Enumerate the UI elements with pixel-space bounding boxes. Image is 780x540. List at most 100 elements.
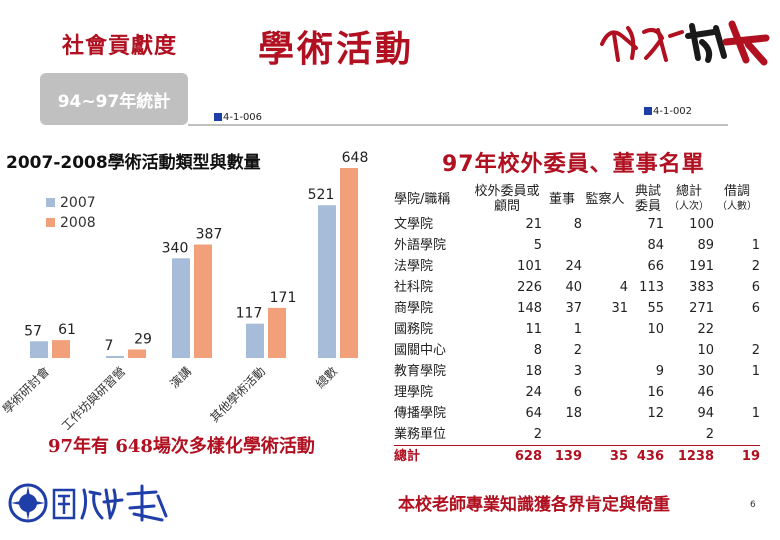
cell-supervisor: 35 (582, 445, 628, 467)
bar (30, 341, 48, 358)
cell-exam: 113 (639, 280, 664, 295)
cell-total: 383 (689, 280, 714, 295)
cell-exam: 84 (647, 238, 664, 253)
cell-exam: 10 (647, 322, 664, 337)
bar (268, 307, 286, 358)
cell-supervisor (582, 256, 628, 277)
cell-external: 21 (525, 217, 542, 232)
cell-dept: 業務單位 (394, 427, 447, 442)
table-row: 國關中心 8 2 10 2 (394, 340, 760, 361)
cell-supervisor (582, 403, 628, 424)
table-row: 外語學院 5 84 89 1 (394, 235, 760, 256)
page-title: 學術活動 (258, 29, 415, 70)
column-header-total: 總計 （人次） (669, 184, 709, 212)
cell-exam: 9 (655, 364, 664, 379)
cell-total: 2 (705, 427, 714, 442)
cell-director (542, 424, 582, 446)
header-subtitle: 社會貢獻度 (62, 34, 178, 59)
cell-external: 11 (525, 322, 542, 337)
cell-external: 8 (533, 343, 542, 358)
cell-supervisor (582, 319, 628, 340)
table-row: 業務單位 2 2 (394, 424, 760, 446)
column-header-exam: 典試委員 (634, 184, 661, 214)
bar (172, 258, 190, 358)
cell-invited: 1 (751, 406, 760, 421)
column-header-external: 校外委員或顧問 (474, 184, 540, 214)
cell-invited: 2 (751, 259, 760, 274)
data-label: 7 (105, 338, 114, 354)
category-label: 其他學術活動 (207, 364, 268, 425)
cell-invited: 2 (751, 343, 760, 358)
table-row: 文學院 21 8 71 100 (394, 214, 760, 235)
cell-supervisor (582, 424, 628, 446)
cell-exam (628, 424, 664, 446)
cell-dept: 法學院 (394, 259, 434, 274)
cell-supervisor (582, 340, 628, 361)
cell-director: 139 (542, 445, 582, 467)
cell-director (542, 235, 582, 256)
column-header-dept: 學院/職稱 (394, 191, 451, 207)
table-row: 國務院 11 1 10 22 (394, 319, 760, 340)
university-logo (8, 483, 168, 523)
chart-caption: 97年有 648場次多樣化學術活動 (48, 436, 315, 457)
cell-dept: 傳播學院 (394, 406, 447, 421)
cell-supervisor (582, 382, 628, 403)
page-number: 6 (750, 500, 756, 510)
chart-title: 2007-2008學術活動類型與數量 (6, 153, 261, 173)
cell-dept: 教育學院 (394, 364, 447, 379)
cell-dept: 總計 (394, 445, 468, 467)
cell-director: 8 (573, 217, 582, 232)
table-header-row: 學院/職稱 校外委員或顧問 董事 監察人 典試委員 總計 （人次） 借調 （人數） (394, 184, 760, 214)
cell-total: 22 (697, 322, 714, 337)
cell-invited: 1 (751, 364, 760, 379)
table-row: 法學院 101 24 66 191 2 (394, 256, 760, 277)
chart-table-id: 4-1-006 (214, 112, 262, 123)
data-label: 648 (342, 150, 369, 166)
cell-invited: 1 (751, 238, 760, 253)
cell-total: 1238 (664, 445, 714, 467)
cell-exam (628, 340, 664, 361)
bar (340, 168, 358, 358)
data-label: 340 (162, 240, 189, 256)
cell-dept: 國關中心 (394, 343, 447, 358)
cell-director: 3 (573, 364, 582, 379)
category-label: 工作坊與研習營 (58, 364, 128, 430)
table-title: 97年校外委員、董事名單 (442, 152, 705, 177)
cell-exam: 12 (647, 406, 664, 421)
cell-supervisor (582, 214, 628, 235)
cell-exam: 16 (647, 385, 664, 400)
table-total-row: 總計 628 139 35 436 1238 19 (394, 445, 760, 467)
cell-director: 37 (565, 301, 582, 316)
column-header-supervisor: 監察人 (585, 191, 625, 207)
cell-total: 271 (689, 301, 714, 316)
bar (128, 349, 146, 358)
cell-invited: 6 (751, 280, 760, 295)
cell-invited: 6 (751, 301, 760, 316)
bar (106, 355, 124, 358)
legend-label: 2008 (60, 215, 96, 231)
cell-exam: 436 (628, 445, 664, 467)
cell-external: 2 (533, 427, 542, 442)
legend-swatch (46, 218, 55, 227)
cell-invited (714, 319, 760, 340)
category-label: 總數 (313, 364, 341, 392)
cell-supervisor (582, 235, 628, 256)
cell-total: 10 (697, 343, 714, 358)
category-label: 學術研討會 (0, 364, 52, 417)
data-label: 57 (24, 323, 42, 339)
tab-divider (188, 124, 728, 126)
cell-dept: 文學院 (394, 217, 434, 232)
bullet-square-icon (644, 107, 652, 115)
cell-invited (714, 424, 760, 446)
cell-external: 18 (525, 364, 542, 379)
cell-invited: 19 (714, 445, 760, 467)
cell-director: 40 (565, 280, 582, 295)
tab-statistics[interactable]: 94~97年統計 (40, 73, 188, 125)
data-label: 29 (134, 331, 152, 347)
cell-exam: 66 (647, 259, 664, 274)
data-label: 61 (58, 322, 76, 338)
brand-logo (600, 20, 770, 66)
cell-director: 24 (565, 259, 582, 274)
legend-label: 2007 (60, 195, 96, 211)
column-header-invited: 借調 （人數） (717, 184, 757, 212)
